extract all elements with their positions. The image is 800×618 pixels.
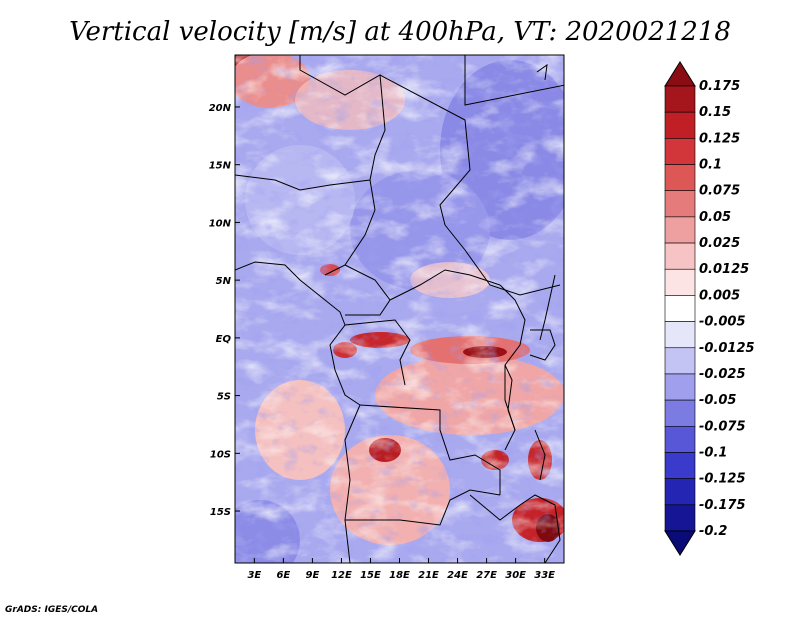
colorbar-swatch (664, 190, 696, 218)
colorbar-label: -0.175 (699, 498, 746, 513)
colorbar-bottom-arrow (664, 530, 696, 556)
colorbar-label: 0.0125 (699, 262, 749, 277)
lat-tick-label: 5S (217, 392, 231, 403)
map-panel: 3E 6E 9E 12E 15E 18E 21E 24E 27E 30E 33E 20N 15N 10N 5… (209, 54, 565, 581)
border-drc-angola (359, 404, 501, 495)
border-lake-malawi (534, 429, 546, 481)
border-kenya-uganda (539, 274, 556, 341)
colorbar-swatch (664, 478, 696, 506)
colorbar-swatch (664, 347, 696, 375)
lat-tick-label: 5N (216, 276, 232, 287)
colorbar-swatch (664, 242, 696, 270)
colorbar-label: 0.025 (699, 236, 740, 251)
lon-tick-label: 9E (306, 570, 320, 581)
lon-tick-label: 33E (534, 570, 555, 581)
border-chad-sudan (444, 224, 561, 296)
colorbar-label: -0.0125 (699, 341, 755, 356)
colorbar-swatch (664, 452, 696, 479)
coastline-west (235, 261, 361, 563)
lon-tick-label: 30E (505, 570, 526, 581)
colorbar-label: -0.2 (699, 524, 727, 539)
colorbar-label: 0.125 (699, 131, 740, 146)
colorbar-swatch (664, 373, 696, 401)
colorbar-label: -0.125 (699, 472, 746, 487)
colorbar-swatch (664, 216, 696, 244)
border-namibia (345, 489, 501, 526)
border-nigeria (324, 209, 376, 276)
colorbar-swatch (664, 321, 696, 349)
colorbar-swatch (664, 399, 696, 427)
colorbar-label: -0.005 (699, 315, 746, 330)
lat-tick-label: EQ (216, 334, 232, 345)
map-axis-ticks: 3E 6E 9E 12E 15E 18E 21E 24E 27E 30E 33E 20N 15N 10N 5… (209, 103, 555, 581)
lon-tick-label: 18E (389, 570, 410, 581)
lon-tick-label: 6E (276, 570, 290, 581)
lon-tick-label: 12E (331, 570, 352, 581)
colorbar-label: 0.175 (699, 79, 740, 94)
lon-tick-label: 27E (476, 570, 497, 581)
colorbar-swatch (664, 268, 696, 296)
lat-tick-label: 10S (210, 449, 231, 460)
colorbar-swatch (664, 425, 696, 453)
lat-tick-label: 10N (209, 218, 232, 229)
lon-tick-label: 21E (418, 570, 439, 581)
grads-credit: GrADS: IGES/COLA (5, 605, 98, 615)
colorbar-label: -0.1 (699, 445, 727, 460)
vertical-velocity-field (235, 55, 564, 563)
lat-tick-label: 20N (209, 103, 232, 114)
colorbar-label: 0.075 (699, 184, 740, 199)
border-lake-tanganyika (504, 364, 516, 431)
colorbar-label: 0.15 (699, 105, 731, 120)
lon-tick-label: 3E (247, 570, 261, 581)
colorbar-label: -0.05 (699, 393, 736, 408)
border-car (389, 269, 501, 301)
border-mozambique (469, 494, 561, 563)
colorbar-swatch (664, 85, 696, 113)
lon-tick-label: 15E (360, 570, 381, 581)
border-libya-chad (379, 74, 471, 226)
country-borders (235, 55, 564, 563)
colorbar-swatch (664, 138, 696, 165)
colorbar: 0.175 0.15 0.125 0.1 0.075 0.05 0.025 0.0125 0.0… (664, 61, 755, 556)
border-mali-niger (235, 174, 371, 191)
colorbar-top-arrow (664, 61, 696, 87)
coastline-red-sea (536, 63, 548, 81)
field-texture-dark (235, 55, 564, 563)
colorbar-label: -0.025 (699, 367, 746, 382)
plot-title: Vertical velocity [m/s] at 400hPa, VT: 2… (69, 17, 731, 47)
border-egypt-sudan (464, 55, 564, 106)
border-algeria-niger (299, 55, 386, 211)
colorbar-swatch (664, 164, 696, 192)
border-congo (344, 319, 411, 386)
colorbar-swatch (664, 111, 696, 139)
colorbar-label: 0.05 (699, 210, 731, 225)
colorbar-label: -0.075 (699, 419, 746, 434)
border-lake-victoria (529, 329, 556, 361)
colorbar-swatch (664, 295, 696, 322)
colorbar-swatch (664, 504, 696, 532)
lon-tick-label: 24E (447, 570, 468, 581)
colorbar-label: 0.1 (699, 158, 722, 173)
lat-tick-label: 15S (210, 507, 231, 518)
lat-tick-label: 15N (209, 161, 232, 172)
colorbar-label: 0.005 (699, 288, 740, 303)
